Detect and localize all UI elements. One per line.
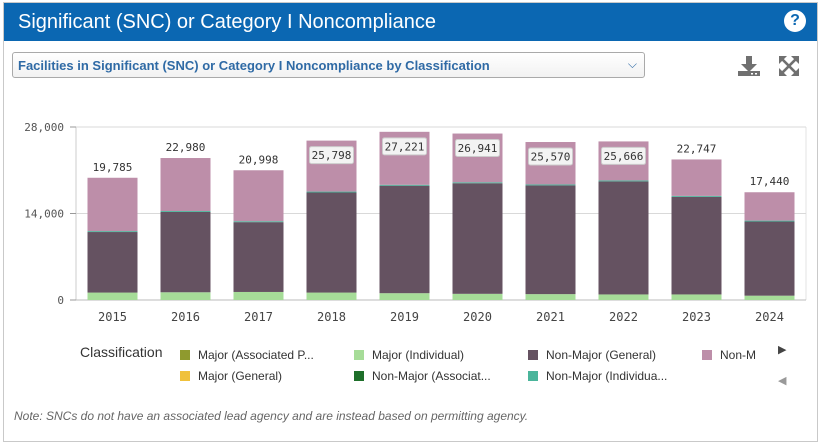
bar-segment: [379, 293, 430, 300]
total-label: 22,980: [166, 141, 206, 154]
legend-swatch: [180, 371, 190, 381]
total-label-box: [382, 137, 427, 156]
bar-segment: [379, 185, 430, 294]
total-label: 27,221: [385, 140, 425, 153]
bar-segment: [306, 191, 357, 193]
legend-next-icon[interactable]: ▶: [778, 344, 787, 356]
total-label: 19,785: [93, 161, 133, 174]
x-tick-label: 2021: [536, 310, 565, 324]
bar-segment: [744, 295, 795, 300]
legend-swatch: [702, 350, 712, 360]
bar-segment: [233, 291, 284, 300]
bar-segment: [306, 292, 357, 300]
x-tick-label: 2023: [682, 310, 711, 324]
chart-selector-label: Facilities in Significant (SNC) or Categ…: [18, 58, 490, 73]
legend-label: Major (General): [198, 369, 283, 383]
bar-segment: [598, 181, 649, 295]
bar-segment: [452, 182, 503, 184]
help-icon[interactable]: ?: [784, 10, 806, 32]
legend-item[interactable]: Non-M: [702, 348, 756, 362]
x-tick-label: 2024: [755, 310, 784, 324]
bar-segment: [160, 292, 211, 300]
total-label-box: [455, 139, 500, 158]
chart-selector-dropdown[interactable]: Facilities in Significant (SNC) or Categ…: [12, 52, 645, 78]
y-tick-label: 0: [57, 294, 64, 307]
legend-item[interactable]: Non-Major (Associat...: [354, 369, 491, 383]
total-label: 17,440: [750, 175, 790, 188]
bar-segment: [452, 293, 503, 300]
panel-header: Significant (SNC) or Category I Noncompl…: [4, 3, 817, 41]
bar-segment: [671, 159, 722, 196]
x-tick-label: 2016: [171, 310, 200, 324]
bar-segment: [671, 195, 722, 197]
fullscreen-icon[interactable]: [778, 55, 800, 77]
bar-segment: [452, 183, 503, 294]
panel-title: Significant (SNC) or Category I Noncompl…: [18, 11, 436, 33]
bar-segment: [233, 170, 284, 222]
legend-item[interactable]: Major (Individual): [354, 348, 464, 362]
legend-prev-icon[interactable]: ◀: [778, 375, 787, 387]
legend-swatch: [354, 371, 364, 381]
total-label: 25,798: [312, 149, 352, 162]
bar-segment: [87, 177, 138, 232]
bar-segment: [160, 158, 211, 212]
footnote: Note: SNCs do not have an associated lea…: [14, 409, 529, 423]
x-tick-label: 2019: [390, 310, 419, 324]
bar-segment: [671, 294, 722, 300]
bar-segment: [87, 292, 138, 300]
bar-segment: [379, 184, 430, 186]
legend-item[interactable]: Major (Associated P...: [180, 348, 314, 362]
legend-label: Non-Major (Associat...: [372, 369, 491, 383]
bar-segment: [233, 222, 284, 292]
bar-segment: [744, 220, 795, 222]
x-tick-label: 2015: [98, 310, 127, 324]
bar-segment: [160, 211, 211, 293]
total-label: 25,570: [531, 151, 571, 164]
legend-swatch: [354, 350, 364, 360]
bar-segment: [744, 192, 795, 221]
bar-segment: [744, 221, 795, 296]
x-tick-label: 2022: [609, 310, 638, 324]
legend-label: Non-Major (General): [546, 348, 657, 362]
x-tick-label: 2020: [463, 310, 492, 324]
legend-item[interactable]: Non-Major (General): [528, 348, 656, 362]
total-label: 22,747: [677, 142, 717, 155]
bar-segment: [525, 294, 576, 300]
total-label-box: [528, 147, 573, 166]
bar-segment: [598, 294, 649, 300]
legend-label: Major (Individual): [372, 348, 465, 362]
bar-segment: [598, 180, 649, 182]
total-label-box: [309, 146, 354, 165]
legend-label: Non-M: [720, 348, 757, 362]
x-tick-label: 2017: [244, 310, 273, 324]
total-label: 26,941: [458, 142, 498, 155]
bar-segment: [233, 221, 284, 223]
legend-title: Classification: [80, 344, 163, 360]
total-label: 25,666: [604, 150, 644, 163]
total-label-box: [601, 146, 646, 165]
bar-segment: [525, 185, 576, 295]
legend-label: Non-Major (Individua...: [546, 369, 668, 383]
legend-swatch: [528, 371, 538, 381]
bar-segment: [87, 231, 138, 233]
download-icon[interactable]: [737, 55, 761, 77]
bar-segment: [671, 196, 722, 295]
legend-label: Major (Associated P...: [198, 348, 314, 362]
legend-swatch: [180, 350, 190, 360]
bar-segment: [160, 211, 211, 212]
y-tick-label: 28,000: [24, 121, 64, 134]
chevron-down-icon: ⌵: [627, 57, 637, 71]
legend-item[interactable]: Non-Major (Individua...: [528, 369, 667, 383]
bar-segment: [87, 232, 138, 293]
stacked-bar-chart: 0 14,000 28,000 2015 19,785 2016 22,980 2017 20,…: [24, 121, 807, 324]
total-label: 20,998: [239, 153, 279, 166]
legend-swatch: [528, 350, 538, 360]
legend-item[interactable]: Major (General): [180, 369, 282, 383]
x-tick-label: 2018: [317, 310, 346, 324]
bar-segment: [525, 184, 576, 186]
bar-segment: [306, 192, 357, 293]
y-tick-label: 14,000: [24, 208, 64, 221]
